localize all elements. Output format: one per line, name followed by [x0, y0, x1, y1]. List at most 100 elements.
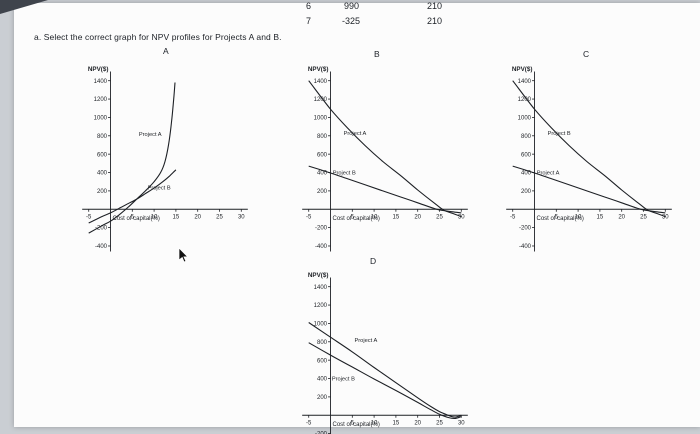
chart-svg: 140012001000800600400200-200-400-5510152… [302, 272, 468, 434]
series-curve-project-b [88, 169, 177, 224]
x-tick-label: 20 [414, 420, 421, 426]
series-curve-project-b [308, 342, 462, 420]
table-cell: 210 [427, 16, 443, 26]
series-label: Project B [332, 376, 355, 382]
npv-chart-option-a[interactable]: 1400 1200 1000 800 600 400 200 -200 -400 -5 5 10 15 2… [56, 58, 261, 258]
y-tick-label: 600 [97, 152, 108, 158]
x-tick-label: -5 [306, 214, 312, 220]
series-label: Project A [344, 131, 367, 137]
y-tick-label: 1400 [94, 79, 108, 85]
x-tick-label: 30 [458, 420, 465, 426]
y-tick-label: 1400 [314, 79, 328, 85]
x-tick-label: 15 [173, 214, 180, 220]
y-tick-label: -400 [315, 244, 328, 250]
x-tick-label: 25 [640, 214, 647, 220]
y-tick-label: 400 [97, 171, 108, 177]
screen-corner-shadow [0, 0, 48, 14]
x-axis-title: Cost of capital(%) [333, 216, 380, 222]
option-label-d: D [370, 256, 377, 266]
table-cell: 7 [306, 16, 312, 26]
series-curve-project-a [308, 322, 462, 418]
x-tick-label: 20 [414, 214, 421, 220]
question-text: a. Select the correct graph for NPV prof… [34, 32, 282, 42]
series-label: Project A [537, 170, 560, 176]
series-label: Project B [148, 186, 171, 192]
y-axis-title: NPV($) [88, 66, 109, 73]
y-tick-label: 1000 [518, 116, 532, 122]
y-tick-label: 400 [317, 171, 328, 177]
y-tick-label: 600 [317, 152, 328, 158]
x-tick-label: 20 [194, 214, 201, 220]
y-tick-label: -200 [519, 226, 532, 232]
x-tick-label: 30 [662, 214, 669, 220]
y-tick-label: 800 [317, 134, 328, 140]
x-tick-label: 25 [436, 420, 443, 426]
y-tick-label: 200 [521, 189, 532, 195]
y-tick-label: 1400 [518, 79, 532, 85]
x-tick-label: 15 [393, 420, 400, 426]
y-tick-label: -400 [95, 244, 108, 250]
y-axis-title: NPV($) [512, 66, 533, 73]
option-label-a: A [163, 46, 169, 56]
x-tick-label: 25 [216, 214, 223, 220]
x-tick-label: 30 [238, 214, 245, 220]
x-tick-label: 20 [618, 214, 625, 220]
y-tick-label: -200 [315, 432, 328, 434]
x-axis-title: Cost of capital(%) [113, 216, 160, 222]
npv-chart-option-d[interactable]: 140012001000800600400200-200-400-5510152… [276, 264, 476, 434]
series-label: Project A [139, 132, 162, 138]
y-tick-label: 400 [521, 171, 532, 177]
x-tick-label: -5 [510, 214, 516, 220]
x-tick-label: 15 [393, 214, 400, 220]
y-tick-label: 1200 [314, 97, 328, 103]
y-tick-label: 200 [97, 189, 108, 195]
option-label-b: B [374, 49, 380, 59]
y-tick-label: 1200 [94, 97, 108, 103]
y-tick-label: 1200 [518, 97, 532, 103]
x-tick-label: -5 [306, 420, 312, 426]
npv-chart-option-c[interactable]: 1400 1200 1000 800 600 400 200 -200 -400 -5 5 10 15 2… [480, 58, 680, 258]
x-tick-label: 25 [436, 214, 443, 220]
npv-chart-option-b[interactable]: 1400 1200 1000 800 600 400 200 -200 -400 -5 5 10 15 2… [276, 58, 476, 258]
x-tick-label: 5 [131, 214, 135, 220]
y-tick-label: 1000 [314, 322, 328, 328]
y-tick-label: 200 [317, 189, 328, 195]
y-tick-label: 800 [317, 340, 328, 346]
x-tick-label: 10 [151, 214, 158, 220]
table-cell: 210 [427, 1, 443, 11]
document-page [14, 3, 700, 427]
x-tick-label: 15 [597, 214, 604, 220]
y-tick-label: 600 [521, 152, 532, 158]
x-tick-label: 5 [555, 214, 559, 220]
x-tick-label: 5 [351, 420, 355, 426]
y-tick-label: 1000 [314, 116, 328, 122]
y-tick-label: 1000 [94, 116, 108, 122]
mouse-cursor-icon [178, 248, 189, 263]
y-tick-label: 600 [317, 358, 328, 364]
x-tick-label: -5 [86, 214, 92, 220]
x-tick-label: 10 [575, 214, 582, 220]
x-tick-label: 5 [351, 214, 355, 220]
table-cell: -325 [342, 16, 361, 26]
y-tick-label: 800 [97, 134, 108, 140]
x-axis-title: Cost of capital(%) [333, 422, 380, 428]
y-tick-label: 400 [317, 377, 328, 383]
series-curve-project-a [308, 80, 462, 218]
x-tick-label: 10 [371, 420, 378, 426]
series-label: Project B [333, 170, 356, 176]
table-cell: 6 [306, 1, 312, 11]
y-tick-label: -200 [315, 226, 328, 232]
y-axis-title: NPV($) [308, 66, 329, 73]
table-cell: 990 [344, 1, 360, 11]
y-tick-label: 200 [317, 395, 328, 401]
series-curve-project-a [88, 82, 176, 234]
series-label: Project A [354, 338, 377, 344]
series-curve-project-b [512, 80, 666, 218]
y-axis-title: NPV($) [308, 272, 329, 279]
series-curve-project-a [512, 165, 666, 214]
x-tick-label: 30 [458, 214, 465, 220]
series-curve-project-b [308, 165, 462, 214]
